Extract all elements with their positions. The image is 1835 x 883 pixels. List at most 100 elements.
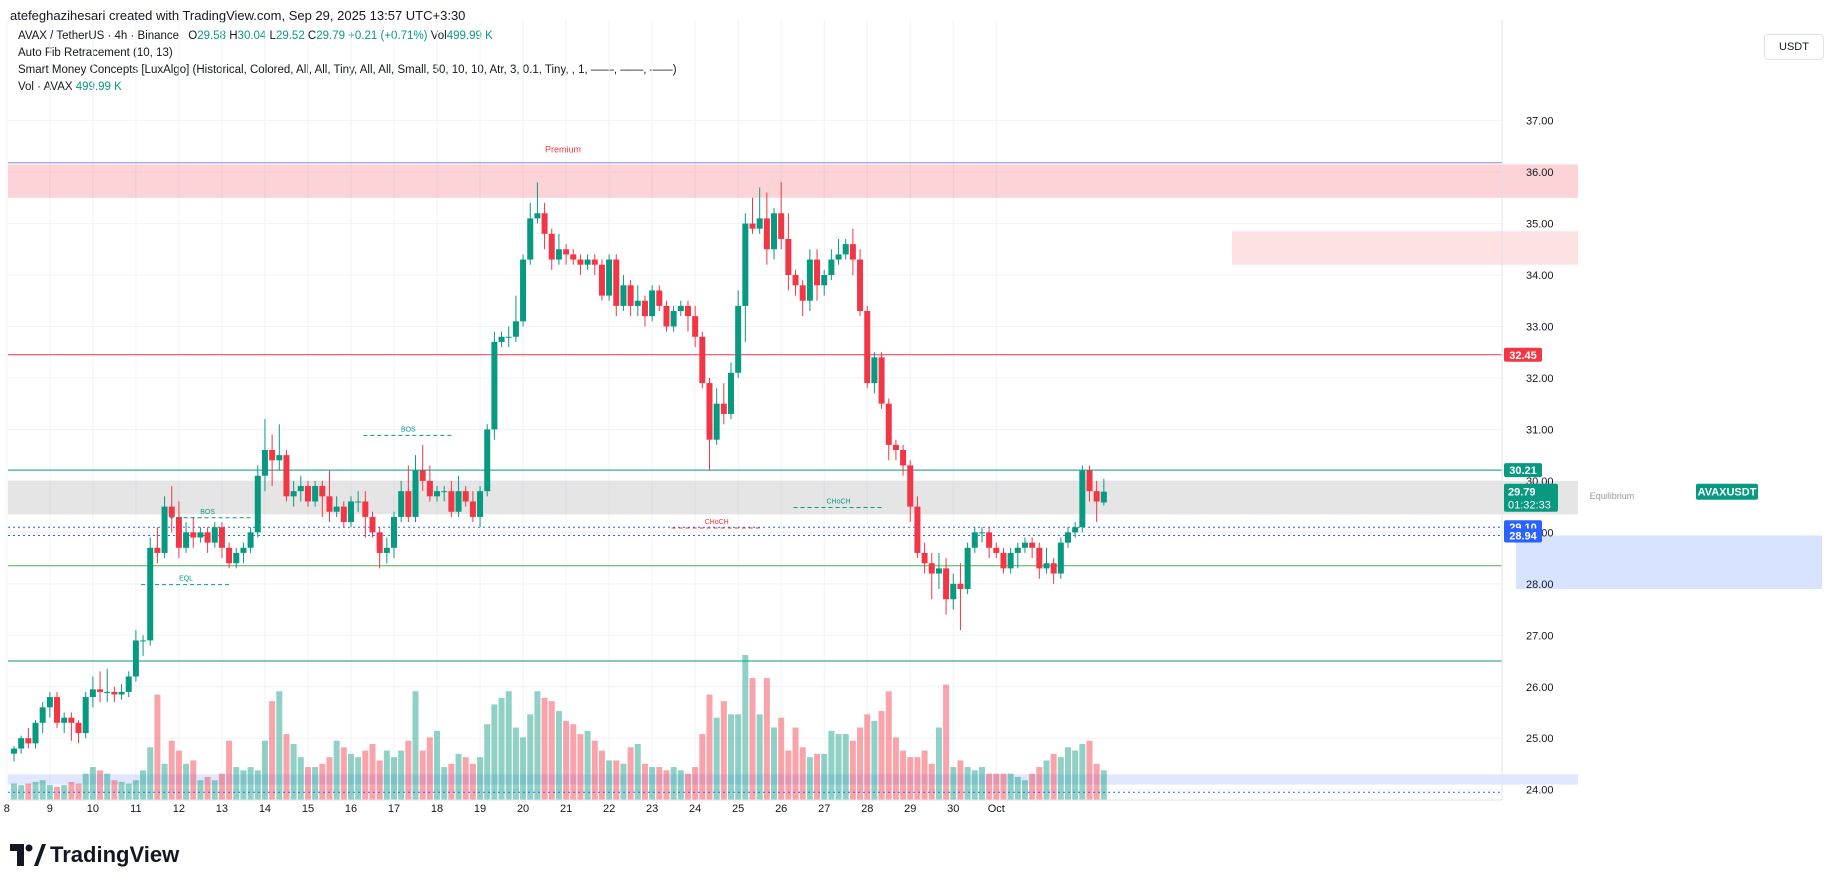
last-price-tag [1504, 483, 1558, 512]
candle-body [369, 516, 376, 533]
volume-bar [132, 780, 139, 800]
volume-bar [140, 770, 147, 800]
time-axis: 8 9 10 11 12 13 14 15 16 17 18 19 20 21 22 23 24 25 26 27 28… [4, 799, 1502, 815]
candle-body [541, 213, 548, 234]
price-change: +0.21 (+0.71%) [348, 30, 428, 42]
volume-bar [670, 767, 677, 800]
volume-bar [276, 691, 283, 800]
candle-body [534, 213, 541, 219]
ohlc-open: O29.58 [188, 30, 227, 42]
symbol-tag [1696, 483, 1758, 500]
volume-bar [355, 757, 362, 800]
volume-bar [512, 727, 519, 800]
volume-bar [1079, 743, 1086, 800]
candle-body [620, 285, 627, 306]
y-tick-label: 37.00 [1526, 116, 1554, 128]
candle-body [218, 527, 225, 548]
volume-bar [613, 760, 620, 800]
candle-body [498, 336, 505, 342]
ohlc-low: L29.52 [269, 30, 305, 42]
volume-bar [792, 727, 799, 800]
volume-bar [706, 694, 713, 800]
volume-bar [1050, 753, 1057, 800]
candle-body [1064, 532, 1071, 543]
volume-bar [104, 773, 111, 800]
candle-body [928, 563, 935, 574]
equilibrium-zone [8, 480, 1578, 515]
last-price-label: 29.79 [1508, 487, 1536, 499]
candle-body [190, 532, 197, 538]
candle-body [792, 275, 799, 286]
premium-zone [8, 164, 1578, 198]
candle-body [799, 285, 806, 301]
volume-bar [261, 740, 268, 800]
candle-body [570, 254, 577, 260]
candle-body [104, 691, 111, 693]
candle-body [864, 311, 871, 384]
indicator-volume[interactable]: Vol · AVAX 499.99 K [18, 81, 122, 93]
symbol-title[interactable]: AVAX / TetherUS · 4h · Binance [18, 30, 180, 42]
candle-body [140, 640, 147, 642]
volume-bar [168, 740, 175, 800]
structure-label: CHoCH [705, 519, 729, 526]
x-tick-label: 13 [216, 803, 228, 815]
volume-bar [971, 770, 978, 800]
volume-bar [742, 655, 749, 800]
candle-body [226, 547, 233, 564]
volume-bar [950, 767, 957, 800]
volume-readout: Vol499.99 K [430, 30, 493, 42]
candle-body [943, 568, 950, 600]
candle-body [1000, 552, 1007, 569]
ohlc-close: C29.79 [307, 30, 346, 42]
candle-body [986, 532, 993, 548]
volume-bar [785, 750, 792, 800]
grid [6, 20, 1502, 800]
candle-body [563, 249, 570, 255]
volume-bar [190, 760, 197, 800]
indicator-smc[interactable]: Smart Money Concepts [LuxAlgo] (Historic… [18, 64, 677, 76]
candle-body [806, 259, 813, 301]
price-axis: 24.00 25.00 26.00 27.00 28.00 29.00 30.00 31.00… [1501, 20, 1758, 800]
volume-bar [735, 714, 742, 800]
x-tick-label: 17 [388, 803, 400, 815]
volume-bar [61, 785, 68, 800]
volume-bar [441, 767, 448, 800]
candle-body [1072, 527, 1079, 533]
candle-body [247, 532, 254, 548]
volume-bar [520, 737, 527, 800]
volume-bar [505, 691, 512, 800]
volume-bar [627, 747, 634, 800]
volume-bar [663, 770, 670, 800]
candle-body [907, 465, 914, 507]
candle-body [39, 707, 46, 723]
candle-body [1043, 563, 1050, 569]
y-tick-label: 32.00 [1526, 373, 1554, 385]
currency-selector[interactable]: USDT [1764, 34, 1824, 60]
candle-body [1007, 552, 1014, 569]
candle-body [706, 383, 713, 440]
candle-body [935, 568, 942, 574]
candle-body [61, 717, 68, 723]
volume-bar [799, 747, 806, 800]
tradingview-logo[interactable]: TradingView [10, 842, 179, 868]
volume-bar [914, 757, 921, 800]
volume-bar [398, 750, 405, 800]
volume-bar [319, 763, 326, 800]
candle-body [125, 676, 132, 692]
x-tick-label: 9 [47, 803, 53, 815]
equilibrium-label: Equilibrium [1590, 491, 1635, 501]
volume-bar [964, 767, 971, 800]
volume-bar [943, 684, 950, 800]
candle-body [347, 501, 354, 523]
volume-bar [1072, 750, 1079, 800]
indicator-fib[interactable]: Auto Fib Retracement (10, 13) [18, 47, 173, 59]
y-tick-label: 34.00 [1526, 270, 1554, 282]
volume-bar [491, 704, 498, 800]
candle-body [462, 491, 469, 502]
candle-body [168, 506, 175, 517]
candle-body [527, 218, 534, 260]
y-tick-label: 35.00 [1526, 219, 1554, 231]
candle-body [885, 403, 892, 445]
candle-body [161, 506, 168, 553]
